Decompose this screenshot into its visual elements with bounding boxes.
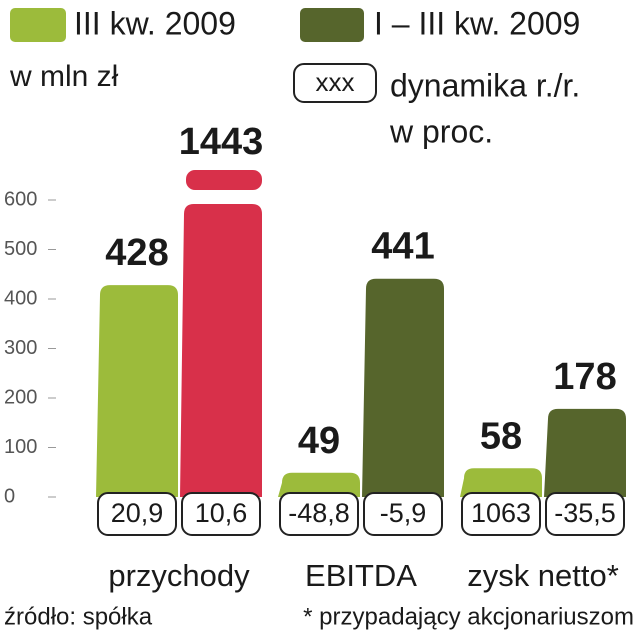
bar xyxy=(544,408,626,497)
y-tick-label: 300 xyxy=(4,337,37,359)
change-label: -48,8 xyxy=(288,498,350,528)
legend-box-label: xxx xyxy=(316,67,355,97)
y-tick-label: 200 xyxy=(4,386,37,408)
bar xyxy=(278,472,360,497)
change-label: 20,9 xyxy=(111,498,164,528)
value-label: 49 xyxy=(298,420,340,462)
change-label: 1063 xyxy=(471,498,531,528)
legend-box xyxy=(293,63,377,103)
change-box xyxy=(461,492,541,536)
change-box xyxy=(279,492,359,536)
footnote: * przypadający akcjonariuszom xyxy=(303,603,634,630)
y-tick-label: 500 xyxy=(4,238,37,260)
y-tick-label: 0 xyxy=(4,485,15,507)
bar xyxy=(96,285,178,497)
bar xyxy=(362,278,444,497)
change-label: 10,6 xyxy=(195,498,248,528)
change-box xyxy=(181,492,261,536)
bar xyxy=(180,204,262,497)
legend-note: w proc. xyxy=(389,113,493,149)
bar-break xyxy=(186,170,262,190)
source: źródło: spółka xyxy=(4,603,153,630)
legend-label: I – III kw. 2009 xyxy=(374,5,580,41)
legend-swatch xyxy=(300,8,364,42)
y-tick-label: 100 xyxy=(4,436,37,458)
x-tick-label: EBITDA xyxy=(305,558,417,593)
legend-note: dynamika r./r. xyxy=(390,67,580,103)
legend-swatch xyxy=(10,8,66,42)
change-label: -35,5 xyxy=(554,498,616,528)
change-label: -5,9 xyxy=(380,498,427,528)
value-label: 178 xyxy=(553,356,616,398)
legend-label: III kw. 2009 xyxy=(74,5,236,41)
y-tick-label: 600 xyxy=(4,188,37,210)
value-label: 441 xyxy=(371,226,434,268)
x-tick-label: zysk netto* xyxy=(467,558,619,593)
change-box xyxy=(545,492,625,536)
unit-label: w mln zł xyxy=(9,60,119,93)
value-label: 428 xyxy=(105,232,168,274)
y-tick-label: 400 xyxy=(4,287,37,309)
change-box xyxy=(97,492,177,536)
bar xyxy=(460,468,542,497)
change-box xyxy=(363,492,443,536)
x-tick-label: przychody xyxy=(108,558,250,593)
value-label: 58 xyxy=(480,415,522,457)
value-label: 1443 xyxy=(179,121,264,163)
